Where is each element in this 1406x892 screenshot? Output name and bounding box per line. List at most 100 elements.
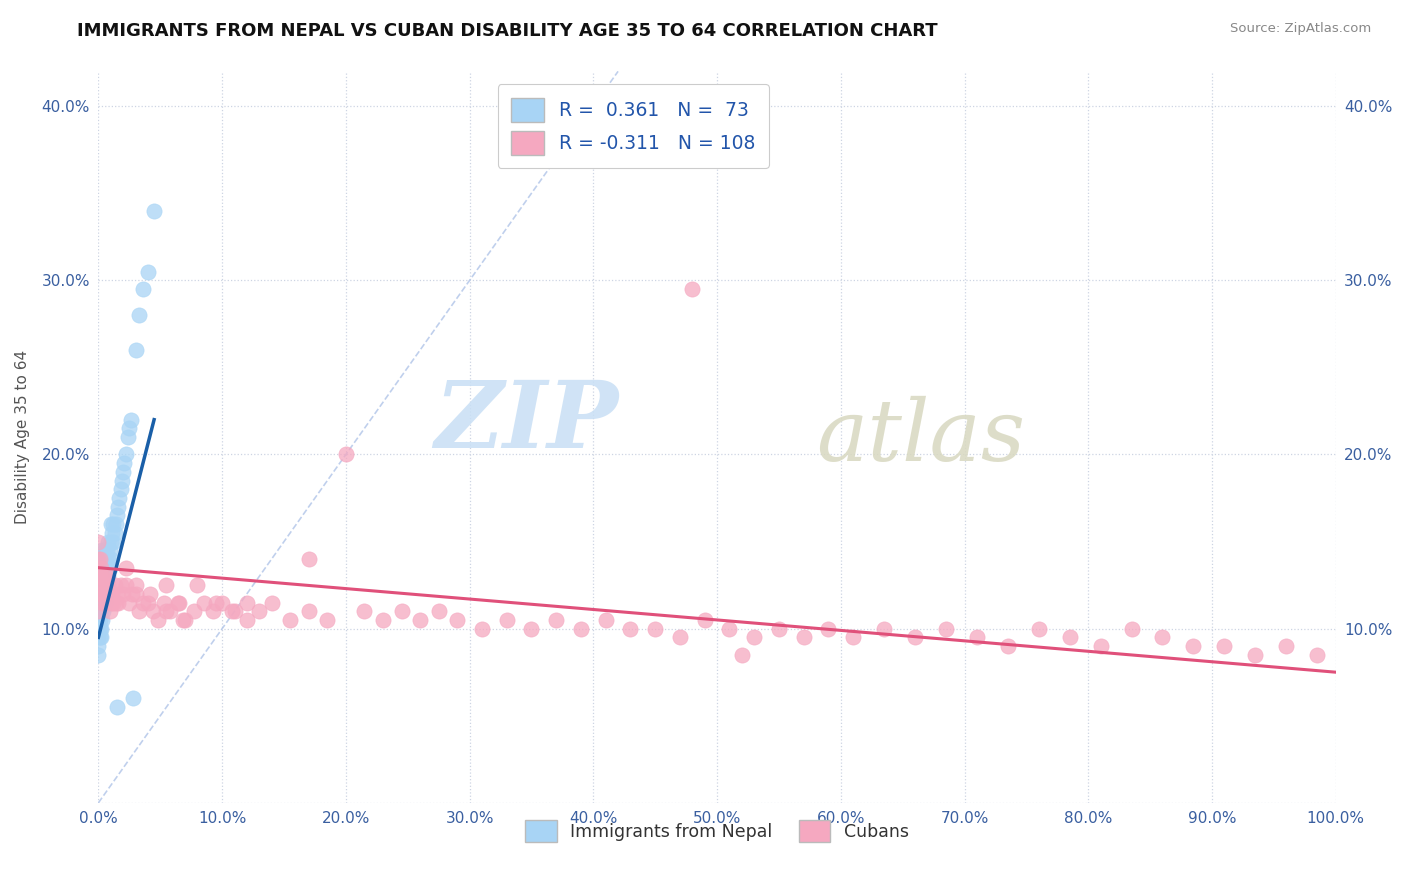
Point xyxy=(93,569,115,583)
Point xyxy=(93,604,115,618)
Point xyxy=(183,604,205,618)
Point xyxy=(89,604,111,618)
Point xyxy=(742,631,765,645)
Point xyxy=(391,604,413,618)
Point xyxy=(89,587,111,601)
Point xyxy=(139,587,162,601)
Point xyxy=(1028,622,1050,636)
Point xyxy=(93,587,115,601)
Point xyxy=(98,604,121,618)
Point xyxy=(91,587,114,601)
Point xyxy=(205,595,228,609)
Point xyxy=(298,604,321,618)
Point xyxy=(87,552,110,566)
Point xyxy=(87,631,110,645)
Point xyxy=(87,534,110,549)
Point xyxy=(112,587,135,601)
Point xyxy=(91,560,114,574)
Point xyxy=(94,552,117,566)
Point xyxy=(132,282,155,296)
Point xyxy=(98,543,121,558)
Point xyxy=(90,587,112,601)
Point xyxy=(132,595,155,609)
Text: IMMIGRANTS FROM NEPAL VS CUBAN DISABILITY AGE 35 TO 64 CORRELATION CHART: IMMIGRANTS FROM NEPAL VS CUBAN DISABILIT… xyxy=(77,22,938,40)
Point xyxy=(316,613,339,627)
Point xyxy=(155,604,177,618)
Point xyxy=(101,525,124,540)
Point xyxy=(174,613,197,627)
Point xyxy=(122,691,145,706)
Point xyxy=(669,631,692,645)
Point xyxy=(1306,648,1329,662)
Point xyxy=(105,587,128,601)
Point xyxy=(103,578,125,592)
Point xyxy=(93,578,115,592)
Point xyxy=(371,613,394,627)
Point xyxy=(97,569,120,583)
Point xyxy=(520,622,543,636)
Point xyxy=(904,631,927,645)
Point xyxy=(87,569,110,583)
Point xyxy=(128,604,150,618)
Point xyxy=(124,587,146,601)
Point xyxy=(966,631,988,645)
Point xyxy=(103,517,125,532)
Point xyxy=(93,587,115,601)
Point xyxy=(90,578,112,592)
Point xyxy=(114,578,136,592)
Point xyxy=(87,569,110,583)
Point xyxy=(97,578,120,592)
Point xyxy=(172,613,194,627)
Point xyxy=(118,421,141,435)
Point xyxy=(997,639,1019,653)
Point xyxy=(224,604,246,618)
Point xyxy=(935,622,957,636)
Point xyxy=(89,622,111,636)
Point xyxy=(89,552,111,566)
Point xyxy=(87,604,110,618)
Point xyxy=(1244,648,1267,662)
Point xyxy=(87,622,110,636)
Point xyxy=(91,595,114,609)
Legend: Immigrants from Nepal, Cubans: Immigrants from Nepal, Cubans xyxy=(519,813,915,849)
Point xyxy=(236,613,259,627)
Point xyxy=(143,203,166,218)
Point xyxy=(90,631,112,645)
Point xyxy=(1213,639,1236,653)
Point xyxy=(718,622,741,636)
Point xyxy=(121,587,143,601)
Point xyxy=(114,560,136,574)
Point xyxy=(93,552,115,566)
Point xyxy=(87,604,110,618)
Point xyxy=(100,534,122,549)
Point xyxy=(105,700,128,714)
Point xyxy=(87,595,110,609)
Point xyxy=(409,613,432,627)
Point xyxy=(96,569,118,583)
Point xyxy=(112,465,135,479)
Point xyxy=(89,552,111,566)
Point xyxy=(569,622,592,636)
Point xyxy=(1121,622,1143,636)
Point xyxy=(96,543,118,558)
Point xyxy=(93,595,115,609)
Point xyxy=(1182,639,1205,653)
Point xyxy=(495,613,517,627)
Point xyxy=(100,552,122,566)
Point xyxy=(97,587,120,601)
Point xyxy=(87,639,110,653)
Point xyxy=(167,595,190,609)
Point xyxy=(93,595,115,609)
Point xyxy=(111,474,134,488)
Point xyxy=(817,622,839,636)
Point xyxy=(118,595,141,609)
Point xyxy=(353,604,375,618)
Point xyxy=(1152,631,1174,645)
Y-axis label: Disability Age 35 to 64: Disability Age 35 to 64 xyxy=(15,350,31,524)
Point xyxy=(94,587,117,601)
Point xyxy=(681,282,703,296)
Point xyxy=(793,631,815,645)
Text: atlas: atlas xyxy=(815,396,1025,478)
Point xyxy=(335,448,357,462)
Text: ZIP: ZIP xyxy=(434,377,619,467)
